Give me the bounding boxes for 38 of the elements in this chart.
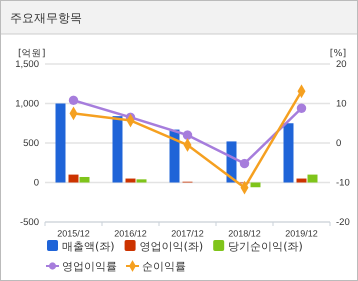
bar: [80, 176, 90, 182]
y-tick-label: 0: [34, 178, 39, 189]
legend-label: 매출액(좌): [62, 240, 115, 253]
bar: [296, 178, 306, 182]
y-tick-label: 1,500: [15, 59, 39, 70]
legend-label: 영업이익(좌): [140, 240, 204, 253]
x-tick-label: 2016/12: [114, 228, 147, 238]
legend-label: 순이익률: [142, 260, 186, 273]
bar: [170, 130, 180, 182]
bar: [136, 179, 146, 182]
point: [68, 96, 78, 106]
y2-tick-label: 10: [336, 98, 347, 110]
y2-tick-label: 0: [336, 138, 342, 150]
y2-tick-label: 20: [336, 59, 347, 70]
legend-label: 당기순이익(좌): [228, 240, 303, 253]
bar: [112, 116, 122, 182]
bar: [126, 178, 136, 182]
y-tick-label: -500: [20, 217, 39, 228]
chart-title: 주요재무항목: [10, 11, 82, 25]
point: [240, 158, 250, 168]
bar: [68, 174, 78, 182]
bar: [250, 182, 260, 188]
x-tick-label: 2017/12: [171, 228, 204, 238]
legend-label: 영업이익률: [62, 260, 117, 273]
bar: [56, 104, 66, 182]
y-axis-title: [억원]: [18, 48, 46, 59]
point: [296, 104, 306, 113]
x-tick-label: 2019/12: [285, 228, 318, 238]
x-tick-label: 2015/12: [57, 228, 90, 238]
bar: [308, 174, 318, 182]
point: [182, 130, 192, 140]
bar: [284, 123, 294, 182]
x-tick-label: 2018/12: [228, 228, 261, 238]
y2-tick-label: -10: [336, 178, 350, 189]
y2-axis-title: [%]: [330, 48, 346, 59]
y-tick-label: 500: [23, 138, 39, 150]
y2-tick-label: -20: [336, 217, 350, 228]
y-tick-label: 1,000: [15, 98, 39, 110]
